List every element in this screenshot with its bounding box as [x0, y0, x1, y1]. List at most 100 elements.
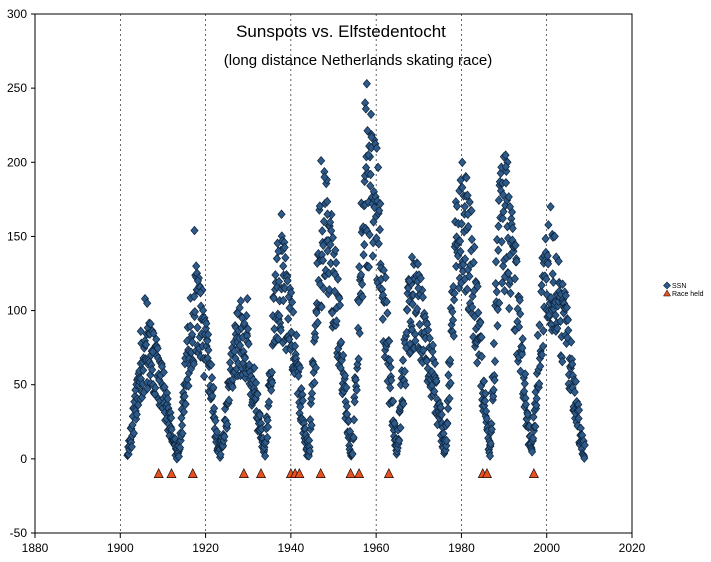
ssn-point: [521, 399, 530, 410]
ssn-point: [129, 428, 138, 438]
ssn-point: [432, 376, 441, 386]
ssn-point: [387, 375, 396, 386]
ssn-point: [349, 432, 358, 443]
ssn-point: [448, 307, 457, 317]
ssn-point: [264, 397, 274, 407]
ssn-point: [487, 424, 496, 435]
ssn-point: [148, 364, 157, 375]
ssn-point: [211, 416, 220, 426]
ssn-point: [175, 442, 185, 453]
ssn-point: [143, 383, 152, 394]
ssn-point: [240, 353, 250, 363]
ssn-point: [180, 391, 189, 402]
ssn-point: [190, 311, 199, 322]
ssn-point: [497, 237, 506, 247]
x-tick-label: 1880: [22, 541, 49, 555]
ssn-point: [190, 225, 199, 236]
ssn-point: [521, 369, 530, 379]
ssn-point: [348, 449, 357, 459]
ssn-point: [332, 316, 341, 326]
ssn-point: [418, 292, 427, 302]
ssn-point: [539, 325, 548, 336]
ssn-point: [250, 363, 259, 373]
race-point: [256, 468, 266, 478]
ssn-point: [367, 132, 376, 142]
ssn-point: [458, 157, 467, 168]
ssn-point: [180, 358, 190, 369]
ssn-point: [365, 230, 374, 240]
ssn-point: [546, 202, 555, 212]
x-tick-label: 2020: [619, 541, 646, 555]
ssn-point: [523, 409, 532, 420]
ssn-point: [549, 277, 558, 287]
ssn-point: [290, 341, 300, 351]
ssn-point: [543, 250, 552, 261]
ssn-point: [287, 327, 296, 338]
ssn-point: [389, 396, 398, 407]
ssn-point: [188, 337, 197, 347]
ssn-point: [491, 256, 501, 267]
ssn-point: [352, 385, 361, 395]
ssn-point: [263, 422, 273, 432]
ssn-point: [444, 403, 453, 414]
ssn-point: [199, 305, 208, 316]
ssn-point: [363, 125, 372, 136]
ssn-point: [304, 451, 313, 461]
ssn-point: [358, 279, 367, 290]
ssn-point: [366, 109, 376, 120]
ssn-point: [512, 256, 521, 267]
ssn-point: [339, 350, 348, 361]
ssn-point: [495, 298, 504, 308]
ssn-point: [357, 270, 366, 280]
ssn-point: [236, 296, 245, 306]
ssn-point: [516, 309, 525, 319]
ssn-point: [529, 433, 538, 444]
ssn-point: [395, 435, 404, 446]
ssn-point: [337, 337, 346, 347]
ssn-point: [537, 350, 547, 360]
ssn-point: [508, 223, 517, 234]
ssn-point: [386, 362, 395, 373]
ssn-point: [320, 172, 329, 182]
ssn-point: [551, 310, 560, 320]
ssn-point: [178, 428, 187, 439]
ssn-point: [415, 319, 424, 330]
ssn-point: [385, 336, 394, 347]
y-tick-label: 300: [7, 7, 27, 21]
ssn-point: [354, 296, 363, 307]
ssn-point: [381, 272, 390, 283]
ssn-point: [500, 286, 509, 296]
ssn-point: [368, 251, 377, 261]
ssn-point: [190, 307, 199, 317]
ssn-point: [328, 308, 337, 318]
ssn-point: [501, 161, 510, 172]
ssn-point: [424, 325, 433, 335]
ssn-point: [402, 327, 411, 338]
ssn-point: [494, 245, 503, 255]
ssn-point: [528, 447, 537, 457]
ssn-point: [445, 393, 454, 404]
ssn-point: [550, 231, 559, 242]
ssn-point: [151, 383, 160, 393]
ssn-point: [263, 432, 272, 443]
legend-race-label: Race held: [672, 291, 704, 298]
ssn-point: [532, 393, 541, 404]
ssn-point: [556, 316, 565, 326]
ssn-point: [220, 431, 229, 442]
ssn-point: [463, 209, 472, 219]
ssn-point: [473, 358, 482, 368]
ssn-point: [179, 407, 188, 417]
x-tick-label: 2000: [533, 541, 560, 555]
ssn-point: [224, 395, 234, 405]
ssn-point: [568, 359, 577, 369]
ssn-point: [574, 413, 583, 424]
ssn-point: [379, 265, 388, 276]
ssn-point: [288, 297, 297, 308]
ssn-point: [571, 376, 580, 387]
ssn-point: [465, 197, 474, 207]
ssn-point: [535, 379, 544, 389]
ssn-point: [567, 337, 576, 347]
ssn-point: [372, 143, 381, 153]
ssn-point: [307, 388, 317, 399]
ssn-point: [293, 389, 302, 399]
